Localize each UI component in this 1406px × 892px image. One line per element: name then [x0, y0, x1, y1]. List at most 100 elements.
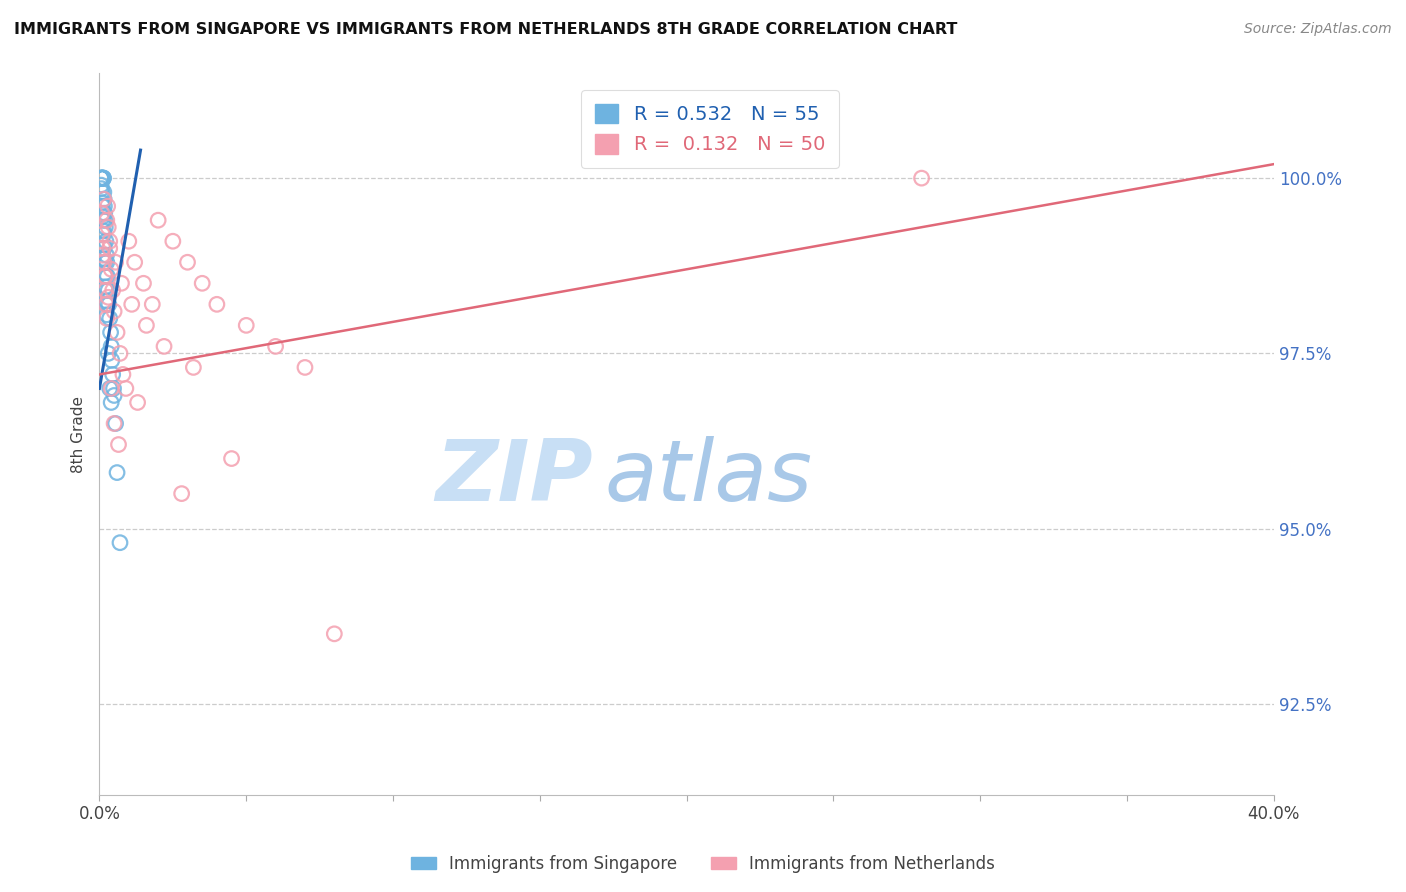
Point [93, 185, 115, 199]
Point [96, 311, 118, 326]
Point [191, 277, 214, 291]
Point [98, 311, 121, 326]
Point [104, 417, 127, 431]
Point [110, 277, 132, 291]
Point [96, 269, 118, 284]
Text: Source: ZipAtlas.com: Source: ZipAtlas.com [1244, 22, 1392, 37]
Point [96, 297, 118, 311]
Point [93, 171, 115, 186]
Point [90, 171, 112, 186]
Point [91, 171, 114, 186]
Point [90, 171, 112, 186]
Point [124, 255, 146, 269]
Point [90, 206, 112, 220]
Point [90, 185, 112, 199]
Point [221, 451, 243, 466]
Point [100, 353, 122, 368]
Point [103, 381, 125, 395]
Point [90, 181, 112, 195]
Point [118, 234, 141, 248]
Point [93, 206, 115, 220]
Point [96, 213, 118, 227]
Y-axis label: 8th Grade: 8th Grade [72, 395, 86, 473]
Point [93, 192, 115, 206]
Point [97, 283, 120, 297]
Point [97, 220, 120, 235]
Point [108, 346, 131, 360]
Point [107, 437, 129, 451]
Point [94, 283, 117, 297]
Point [96, 255, 118, 269]
Point [141, 297, 163, 311]
Point [97, 346, 120, 360]
Point [90, 178, 112, 193]
Legend: R = 0.532   N = 55, R =  0.132   N = 50: R = 0.532 N = 55, R = 0.132 N = 50 [582, 90, 839, 168]
Legend: Immigrants from Singapore, Immigrants from Netherlands: Immigrants from Singapore, Immigrants fr… [405, 848, 1001, 880]
Point [91, 171, 114, 186]
Point [100, 381, 122, 395]
Point [94, 297, 117, 311]
Point [94, 283, 117, 297]
Point [146, 213, 169, 227]
Point [100, 262, 122, 277]
Point [101, 368, 124, 382]
Point [105, 466, 128, 480]
Point [94, 266, 117, 280]
Point [103, 304, 125, 318]
Point [108, 535, 131, 549]
Point [176, 255, 198, 269]
Point [104, 255, 127, 269]
Point [97, 199, 120, 213]
Point [93, 255, 115, 269]
Point [98, 241, 121, 255]
Point [121, 297, 143, 311]
Point [105, 326, 128, 340]
Text: atlas: atlas [605, 436, 813, 519]
Text: ZIP: ZIP [434, 436, 593, 519]
Point [100, 326, 122, 340]
Point [162, 234, 184, 248]
Point [91, 199, 114, 213]
Point [93, 237, 115, 252]
Point [90, 171, 112, 186]
Point [93, 241, 115, 255]
Point [96, 248, 118, 262]
Point [101, 283, 124, 297]
Point [135, 318, 157, 333]
Text: IMMIGRANTS FROM SINGAPORE VS IMMIGRANTS FROM NETHERLANDS 8TH GRADE CORRELATION C: IMMIGRANTS FROM SINGAPORE VS IMMIGRANTS … [14, 22, 957, 37]
Point [94, 280, 117, 294]
Point [115, 381, 138, 395]
Point [103, 417, 125, 431]
Point [91, 213, 114, 227]
Point [294, 360, 316, 375]
Point [323, 627, 346, 641]
Point [93, 192, 115, 206]
Point [93, 252, 115, 266]
Point [100, 395, 122, 409]
Point [97, 290, 120, 304]
Point [90, 171, 112, 186]
Point [98, 381, 121, 395]
Point [93, 199, 115, 213]
Point [183, 360, 205, 375]
Point [264, 339, 287, 353]
Point [93, 269, 115, 284]
Point [91, 224, 114, 238]
Point [97, 297, 120, 311]
Point [93, 255, 115, 269]
Point [91, 210, 114, 224]
Point [94, 269, 117, 284]
Point [100, 339, 122, 353]
Point [91, 171, 114, 186]
Point [91, 241, 114, 255]
Point [127, 395, 149, 409]
Point [205, 297, 228, 311]
Point [111, 368, 134, 382]
Point [94, 220, 117, 235]
Point [91, 227, 114, 242]
Point [94, 234, 117, 248]
Point [96, 293, 118, 308]
Point [132, 277, 155, 291]
Point [235, 318, 257, 333]
Point [93, 227, 115, 242]
